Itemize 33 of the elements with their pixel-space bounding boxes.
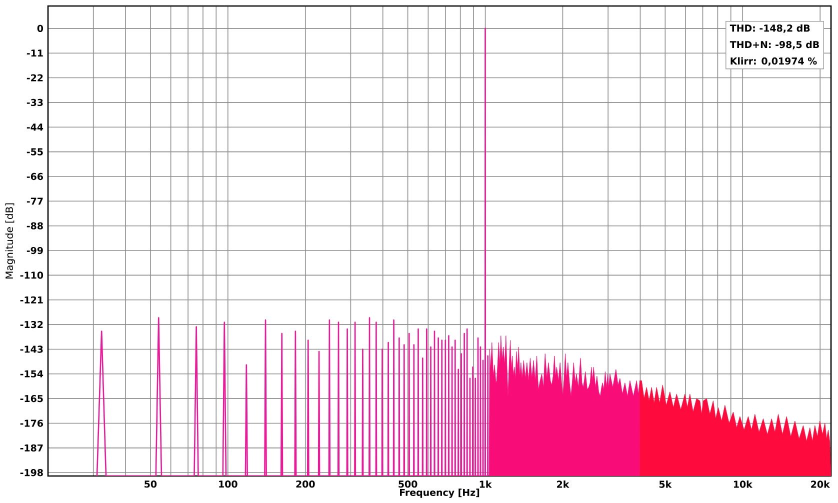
x-tick-label: 10k [734, 480, 753, 488]
y-tick-label: -121 [20, 296, 43, 304]
annotation: THD+N: -98,5 dB [730, 40, 819, 50]
y-tick-label: -22 [26, 74, 43, 82]
y-tick-label: -88 [26, 222, 43, 230]
y-tick-label: -110 [20, 272, 44, 279]
y-tick-label: 0 [37, 24, 44, 32]
annotation: THD: -148,2 dB [730, 24, 810, 33]
y-tick-label: -165 [20, 395, 43, 402]
x-tick-label: 50 [144, 480, 157, 488]
y-tick-label: -176 [20, 420, 43, 427]
y-tick-label: -11 [26, 50, 43, 57]
y-tick-label: -44 [26, 124, 44, 131]
y-tick-label: -187 [20, 444, 43, 452]
y-tick-label: -55 [26, 148, 43, 156]
y-tick-label: -154 [20, 370, 44, 378]
x-tick-label: 1k [480, 480, 492, 488]
y-tick-label: -143 [20, 346, 43, 353]
x-tick-label: 100 [219, 480, 238, 488]
y-axis-title: Magnitude [dB] [5, 203, 15, 278]
x-tick-label: 200 [296, 480, 315, 488]
y-tick-label: -33 [26, 98, 43, 106]
y-tick-label: -77 [26, 198, 43, 205]
y-tick-label: -198 [20, 469, 43, 476]
x-tick-label: 500 [398, 480, 418, 488]
y-tick-label: -132 [20, 320, 43, 328]
y-tick-label: -66 [26, 172, 43, 180]
y-tick-label: -99 [26, 246, 43, 254]
x-tick-label: 5k [659, 480, 672, 488]
x-axis-title: Frequency [Hz] [400, 488, 480, 498]
annotation: Klirr: 0,01974 % [730, 57, 817, 66]
x-tick-label: 2k [557, 480, 570, 488]
x-tick-label: 20k [811, 480, 830, 488]
